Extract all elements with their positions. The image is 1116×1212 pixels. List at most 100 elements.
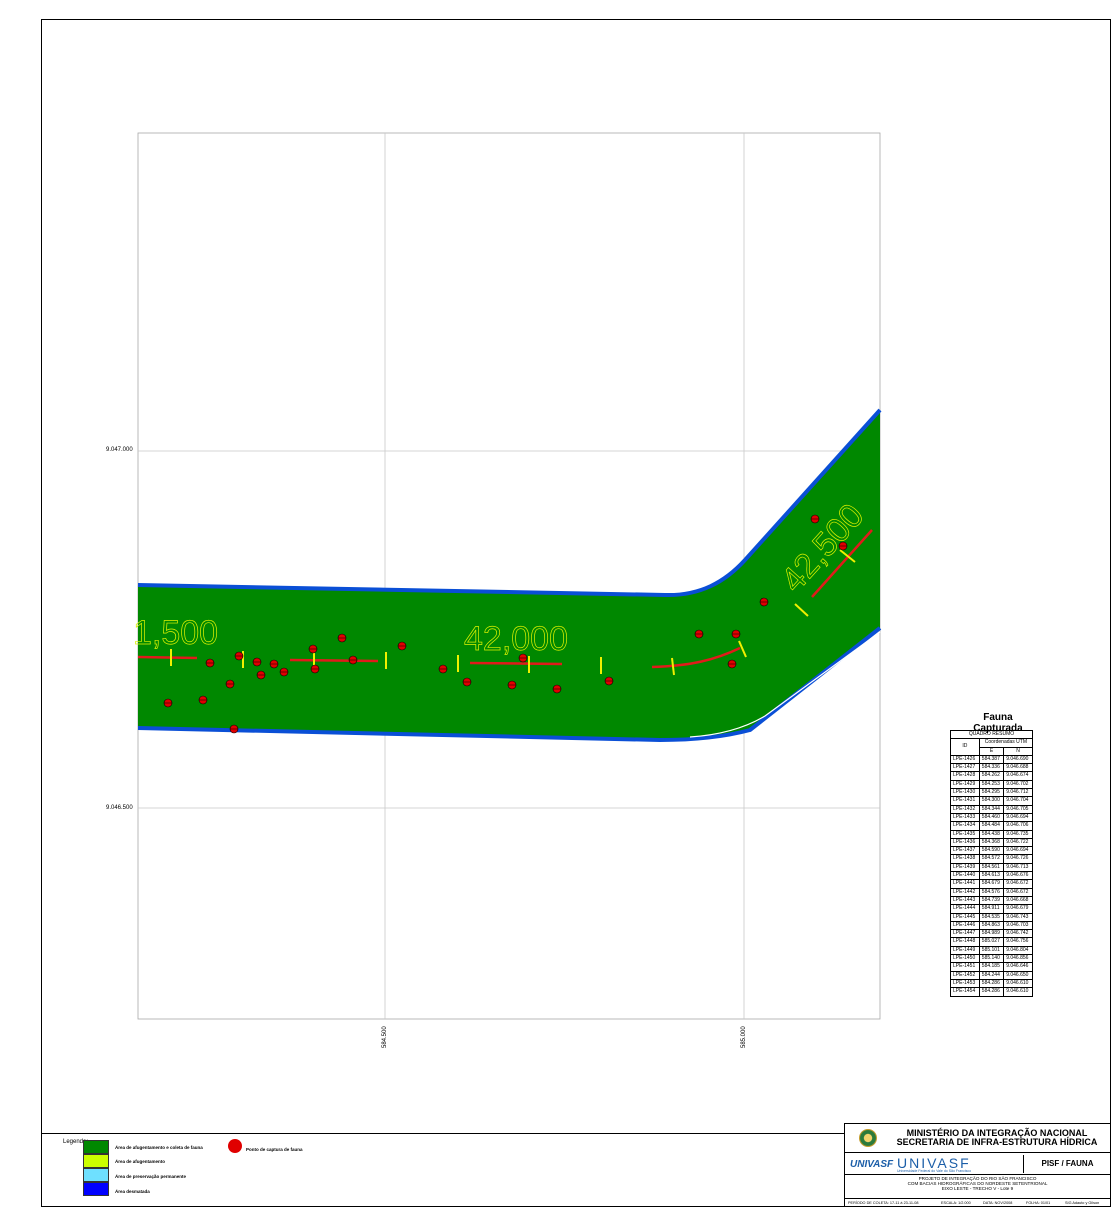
corridor-boundary-north [137, 408, 882, 598]
cell-e: 584.244 [978, 970, 1005, 980]
table-row: LPE-1454 584.286 9.046.610 [950, 987, 1033, 997]
capture-point[interactable] [310, 664, 320, 674]
cell-e: 584.572 [978, 854, 1005, 864]
cell-e: 584.262 [978, 771, 1005, 781]
cell-n: 9.046.706 [1003, 821, 1033, 831]
capture-point[interactable] [269, 659, 279, 669]
scale: ESCALA: 1/2.000 [941, 1201, 971, 1205]
captures-title: Fauna Capturada [973, 712, 1023, 734]
program-label: PISF / FAUNA [1023, 1155, 1111, 1173]
cell-n: 9.046.703 [1003, 920, 1033, 931]
cell-e: 585.101 [978, 945, 1005, 956]
cell-e: 584.989 [978, 929, 1005, 939]
capture-point[interactable] [252, 657, 262, 667]
cell-n: 9.046.713 [1003, 862, 1033, 873]
capture-point[interactable] [552, 684, 562, 694]
cell-e: 584.253 [978, 779, 1005, 790]
legend-label: Área desmatada [115, 1189, 150, 1194]
sampling-line [137, 655, 198, 660]
y-tick-label: 9.047.000 [106, 447, 133, 453]
cell-n: 9.046.676 [1003, 871, 1033, 881]
capture-point[interactable] [279, 667, 289, 677]
cell-e: 584.561 [978, 862, 1005, 873]
capture-point[interactable] [694, 629, 704, 639]
table-row: LPE-1449 585.101 9.046.804 [950, 945, 1033, 956]
capture-point[interactable] [838, 541, 848, 551]
legend-swatch-cleared-area [83, 1182, 109, 1196]
title-block-info-row: PERÍODO DE COLETA: 17-11 à 23-11-08 ESCA… [845, 1198, 1110, 1208]
title-block-university-row: UNIVASF UNIVASF Universidade Federal do … [845, 1153, 1110, 1175]
cell-e: 584.590 [978, 846, 1005, 856]
capture-point[interactable] [198, 695, 208, 705]
cell-e: 584.336 [978, 763, 1005, 773]
capture-point[interactable] [256, 670, 266, 680]
stake-mark [738, 640, 747, 658]
cell-e: 584.185 [978, 962, 1005, 972]
cell-id: LPE-1442 [950, 887, 980, 897]
university-subtitle: Universidade Federal do Vale do São Fran… [897, 1169, 972, 1173]
capture-point[interactable] [727, 659, 737, 669]
legend-label: Área de afugentamento e coleta de fauna [115, 1145, 203, 1150]
table-row: LPE-1438 584.572 9.046.726 [950, 854, 1033, 864]
cell-id: LPE-1448 [950, 937, 980, 947]
sampling-line [289, 658, 379, 663]
capture-point[interactable] [348, 655, 358, 665]
captures-table-body: LPE-1426 584.387 9.046.690 LPE-1427 584.336 9… [950, 754, 1033, 997]
cell-id: LPE-1433 [950, 812, 980, 823]
date: DATA: NOV/2008 [983, 1201, 1013, 1205]
cell-e: 584.739 [978, 895, 1005, 906]
cell-id: LPE-1453 [950, 978, 980, 989]
capture-point[interactable] [604, 676, 614, 686]
cell-n: 9.046.704 [1003, 796, 1033, 806]
cell-id: LPE-1440 [950, 871, 980, 881]
capture-point[interactable] [438, 664, 448, 674]
cell-e: 585.140 [978, 953, 1005, 964]
cell-n: 9.046.674 [1003, 771, 1033, 781]
capture-point[interactable] [205, 658, 215, 668]
cell-e: 584.438 [978, 829, 1005, 839]
table-row: LPE-1426 584.387 9.046.690 [950, 754, 1033, 765]
capture-point[interactable] [810, 514, 820, 524]
capture-point[interactable] [462, 677, 472, 687]
column-group-utm: Coordenadas UTM [978, 738, 1034, 748]
capture-point[interactable] [759, 597, 769, 607]
cell-id: LPE-1441 [950, 879, 980, 889]
capture-point[interactable] [229, 724, 239, 734]
capture-point[interactable] [507, 680, 517, 690]
cell-n: 9.046.646 [1003, 962, 1033, 972]
cell-n: 9.046.756 [1003, 937, 1033, 947]
legend-label: Área de afugentamento [115, 1159, 166, 1164]
brazil-seal-icon [859, 1129, 877, 1147]
capture-point[interactable] [234, 651, 244, 661]
table-row: LPE-1435 584.438 9.046.735 [950, 829, 1033, 839]
capture-point[interactable] [163, 698, 173, 708]
legend-swatch-collection-area [83, 1140, 109, 1154]
capture-point[interactable] [731, 629, 741, 639]
table-row: LPE-1443 584.739 9.046.668 [950, 895, 1033, 906]
cell-n: 9.046.735 [1003, 829, 1033, 839]
table-row: LPE-1445 584.535 9.046.743 [950, 912, 1033, 922]
table-row: LPE-1437 584.590 9.046.694 [950, 846, 1033, 856]
capture-point[interactable] [337, 633, 347, 643]
legend-label: Área de preservação permanente [115, 1174, 187, 1179]
x-tick-label: 584.500 [382, 1026, 388, 1048]
capture-point[interactable] [308, 644, 318, 654]
cell-id: LPE-1426 [950, 754, 980, 765]
capture-point[interactable] [397, 641, 407, 651]
cell-n: 9.046.804 [1003, 945, 1033, 956]
capture-point[interactable] [225, 679, 235, 689]
stake-label: 42,000 [464, 620, 568, 658]
cell-n: 9.046.712 [1003, 788, 1033, 798]
table-row: LPE-1441 584.679 9.046.672 [950, 879, 1033, 889]
stake-mark [839, 549, 856, 563]
capture-point[interactable] [518, 653, 528, 663]
column-header-id: ID [950, 738, 980, 756]
project-description: PROJETO DE INTEGRAÇÃO DO RIO SÃO FRANCIS… [845, 1176, 1110, 1192]
univasf-logo: UNIVASF [850, 1159, 894, 1170]
cell-e: 584.911 [978, 904, 1005, 914]
cell-e: 584.576 [978, 887, 1005, 897]
cell-id: LPE-1432 [950, 804, 980, 814]
cell-n: 9.046.722 [1003, 837, 1033, 848]
corridor-boundary-south-white [689, 631, 881, 738]
